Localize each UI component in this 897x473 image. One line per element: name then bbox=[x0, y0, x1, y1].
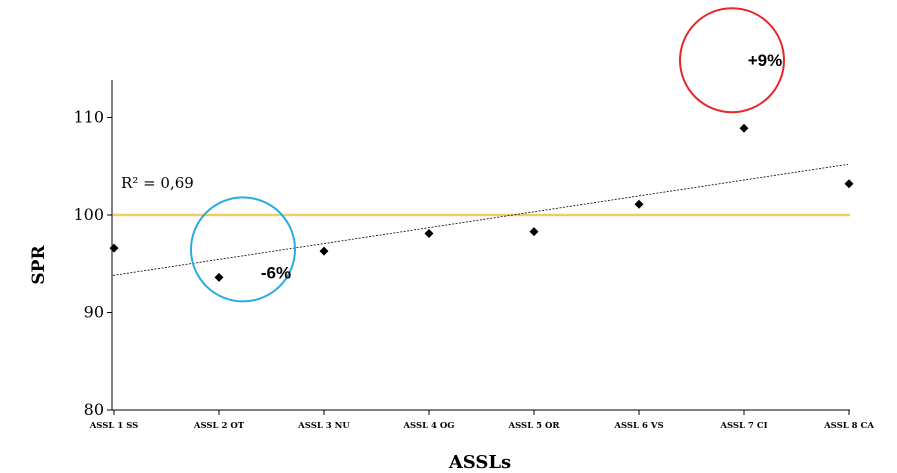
annotation-circle bbox=[190, 196, 296, 303]
x-axis-title: ASSLs bbox=[448, 452, 511, 473]
data-point bbox=[214, 272, 224, 282]
data-point bbox=[109, 243, 119, 253]
x-tick-label: ASSL 7 CI bbox=[719, 421, 767, 431]
data-point bbox=[634, 199, 644, 209]
trendline-layer bbox=[112, 163, 849, 276]
y-axis-title: SPR bbox=[29, 245, 49, 285]
annotation-label: -6% bbox=[261, 263, 291, 282]
y-tick-label: 110 bbox=[73, 108, 104, 127]
y-tick-label: 100 bbox=[73, 205, 104, 224]
data-point bbox=[739, 123, 749, 133]
x-tick-label: ASSL 8 CA bbox=[823, 421, 874, 431]
annotation-label: +9% bbox=[748, 51, 783, 70]
x-tick-label: ASSL 4 OG bbox=[402, 421, 454, 431]
x-tick-label: ASSL 6 VS bbox=[613, 421, 663, 431]
annotation-layer: -6% +9% bbox=[190, 7, 785, 303]
x-tick-label: ASSL 3 NU bbox=[297, 421, 350, 431]
y-tick-label: 80 bbox=[84, 400, 104, 419]
x-tick-label: ASSL 1 SS bbox=[89, 421, 139, 431]
axes: 80 90 100 110 ASSL 1 SS ASSL 2 OT ASSL 3 NU ASS… bbox=[73, 80, 874, 431]
r2-label: R² = 0,69 bbox=[121, 174, 194, 192]
data-point bbox=[424, 229, 434, 239]
data-point bbox=[319, 246, 329, 256]
x-tick-label: ASSL 2 OT bbox=[193, 421, 245, 431]
y-tick-label: 90 bbox=[84, 303, 104, 322]
trendline bbox=[112, 163, 849, 276]
points-layer bbox=[109, 123, 854, 282]
data-point bbox=[844, 179, 854, 189]
annotation-circle bbox=[679, 7, 785, 114]
data-point bbox=[529, 227, 539, 237]
x-tick-label: ASSL 5 OR bbox=[508, 421, 561, 431]
